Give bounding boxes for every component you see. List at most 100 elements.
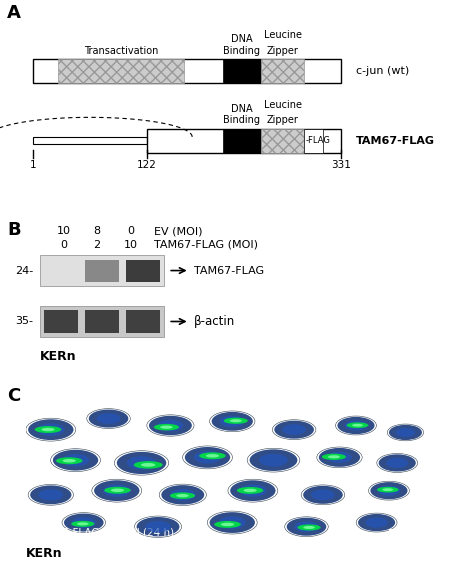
Ellipse shape [389,425,422,440]
Ellipse shape [303,486,343,504]
Ellipse shape [230,481,275,501]
Text: TAM67-FLAG - 2 MOI (24 h): TAM67-FLAG - 2 MOI (24 h) [34,528,174,538]
Ellipse shape [97,413,120,424]
Ellipse shape [28,419,73,440]
Ellipse shape [104,487,131,494]
Text: -FLAG: -FLAG [305,136,330,145]
Ellipse shape [303,526,315,529]
Text: 24-: 24- [15,265,33,276]
Bar [33,137,147,144]
Text: KERn: KERn [26,547,63,560]
Ellipse shape [219,516,246,529]
Ellipse shape [38,489,63,500]
Text: c-jun (wt): c-jun (wt) [356,66,409,76]
Bar [40,255,164,286]
Ellipse shape [111,488,124,492]
Ellipse shape [141,463,155,467]
Text: 10: 10 [57,226,71,237]
Ellipse shape [94,481,139,501]
Text: Zipper: Zipper [267,115,299,125]
Ellipse shape [170,492,195,499]
Ellipse shape [352,424,363,427]
Ellipse shape [221,522,234,526]
Ellipse shape [365,517,388,528]
Ellipse shape [71,521,94,527]
Text: TAM67-FLAG (MOI): TAM67-FLAG (MOI) [154,240,258,250]
Ellipse shape [237,487,264,494]
Ellipse shape [56,457,82,464]
Bar [33,59,341,83]
Text: B: B [7,221,21,239]
Ellipse shape [53,450,98,470]
Ellipse shape [194,451,221,464]
Ellipse shape [377,487,399,492]
Bar [58,59,184,83]
Ellipse shape [311,490,335,500]
Ellipse shape [134,461,163,469]
Ellipse shape [64,513,104,531]
Ellipse shape [63,459,76,462]
Text: β-actin: β-actin [194,315,236,328]
Ellipse shape [259,454,288,466]
Text: 0: 0 [61,240,67,250]
Ellipse shape [30,486,72,504]
Ellipse shape [41,428,55,431]
Ellipse shape [137,517,180,537]
Ellipse shape [103,484,130,497]
Ellipse shape [149,416,192,435]
Ellipse shape [170,489,196,501]
Ellipse shape [396,428,415,437]
Ellipse shape [322,454,346,460]
Ellipse shape [161,485,204,504]
Ellipse shape [239,484,266,497]
Ellipse shape [89,410,128,427]
Bar [40,306,164,337]
Ellipse shape [282,424,306,435]
Ellipse shape [346,422,368,428]
Text: Transactivation: Transactivation [84,46,158,55]
Ellipse shape [319,448,360,467]
Text: KERn: KERn [40,350,77,363]
Text: 0: 0 [127,226,134,237]
Ellipse shape [224,418,248,424]
Ellipse shape [337,417,374,434]
Bar [223,59,261,83]
Ellipse shape [72,517,96,528]
Text: 8: 8 [93,226,101,237]
Ellipse shape [214,521,241,528]
Ellipse shape [199,452,226,459]
Ellipse shape [211,412,253,431]
Bar [44,310,78,333]
Bar [261,128,304,153]
Ellipse shape [145,521,171,533]
Bar [223,128,261,153]
Text: DNA
Binding: DNA Binding [223,34,260,55]
Ellipse shape [358,514,395,531]
Ellipse shape [274,421,314,439]
Ellipse shape [386,458,408,468]
Text: DNA
Binding: DNA Binding [223,104,260,125]
Bar [261,59,304,83]
Bar [126,310,160,333]
Ellipse shape [210,512,255,533]
Text: C: C [7,387,20,405]
Text: 122: 122 [137,160,157,170]
Ellipse shape [160,426,173,429]
Text: Leucine: Leucine [264,31,302,40]
Ellipse shape [77,522,89,525]
Bar [304,128,323,153]
Text: TAM67-FLAG: TAM67-FLAG [356,135,435,145]
Ellipse shape [370,482,408,499]
Text: 10: 10 [123,240,137,250]
Bar [85,310,119,333]
Ellipse shape [295,521,319,532]
Ellipse shape [327,452,352,463]
Ellipse shape [298,525,320,530]
Ellipse shape [37,423,64,436]
Ellipse shape [378,486,400,496]
Ellipse shape [379,454,416,471]
Bar [85,259,119,282]
Bar [389,530,418,535]
Bar [147,128,341,153]
Ellipse shape [154,424,179,431]
